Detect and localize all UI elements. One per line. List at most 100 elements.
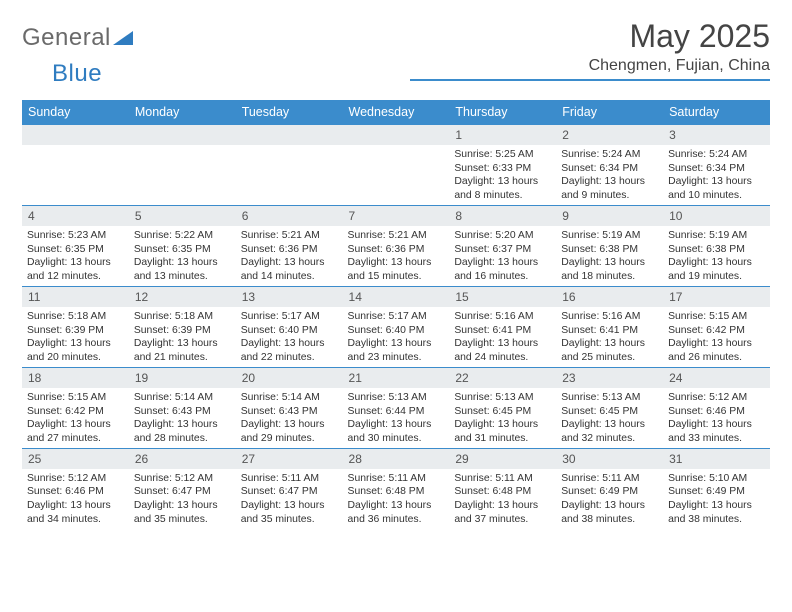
day-info: Sunrise: 5:12 AMSunset: 6:46 PMDaylight:… <box>663 388 770 448</box>
day-cell: 1Sunrise: 5:25 AMSunset: 6:33 PMDaylight… <box>449 124 556 205</box>
day-info: Sunrise: 5:24 AMSunset: 6:34 PMDaylight:… <box>663 145 770 205</box>
day-number <box>22 125 129 145</box>
day-cell <box>236 124 343 205</box>
day-info: Sunrise: 5:21 AMSunset: 6:36 PMDaylight:… <box>236 226 343 286</box>
title-block: May 2025 Chengmen, Fujian, China <box>410 18 770 81</box>
day-number: 2 <box>556 125 663 145</box>
day-number: 28 <box>343 449 450 469</box>
day-cell <box>22 124 129 205</box>
logo-text: GeneralBlue <box>22 24 133 88</box>
day-info: Sunrise: 5:10 AMSunset: 6:49 PMDaylight:… <box>663 469 770 529</box>
day-cell: 20Sunrise: 5:14 AMSunset: 6:43 PMDayligh… <box>236 367 343 448</box>
header: GeneralBlue May 2025 Chengmen, Fujian, C… <box>22 18 770 88</box>
day-info: Sunrise: 5:18 AMSunset: 6:39 PMDaylight:… <box>129 307 236 367</box>
day-info: Sunrise: 5:22 AMSunset: 6:35 PMDaylight:… <box>129 226 236 286</box>
day-cell: 4Sunrise: 5:23 AMSunset: 6:35 PMDaylight… <box>22 205 129 286</box>
day-number: 22 <box>449 368 556 388</box>
week-row: 25Sunrise: 5:12 AMSunset: 6:46 PMDayligh… <box>22 448 770 529</box>
day-number: 1 <box>449 125 556 145</box>
day-cell: 8Sunrise: 5:20 AMSunset: 6:37 PMDaylight… <box>449 205 556 286</box>
day-info: Sunrise: 5:15 AMSunset: 6:42 PMDaylight:… <box>663 307 770 367</box>
day-info: Sunrise: 5:13 AMSunset: 6:44 PMDaylight:… <box>343 388 450 448</box>
day-info: Sunrise: 5:11 AMSunset: 6:49 PMDaylight:… <box>556 469 663 529</box>
day-cell: 3Sunrise: 5:24 AMSunset: 6:34 PMDaylight… <box>663 124 770 205</box>
day-info: Sunrise: 5:19 AMSunset: 6:38 PMDaylight:… <box>556 226 663 286</box>
day-cell: 14Sunrise: 5:17 AMSunset: 6:40 PMDayligh… <box>343 286 450 367</box>
day-cell: 16Sunrise: 5:16 AMSunset: 6:41 PMDayligh… <box>556 286 663 367</box>
day-cell: 6Sunrise: 5:21 AMSunset: 6:36 PMDaylight… <box>236 205 343 286</box>
day-number <box>343 125 450 145</box>
week-row: 4Sunrise: 5:23 AMSunset: 6:35 PMDaylight… <box>22 205 770 286</box>
day-number <box>129 125 236 145</box>
day-cell: 22Sunrise: 5:13 AMSunset: 6:45 PMDayligh… <box>449 367 556 448</box>
day-cell: 18Sunrise: 5:15 AMSunset: 6:42 PMDayligh… <box>22 367 129 448</box>
day-number: 25 <box>22 449 129 469</box>
day-cell: 21Sunrise: 5:13 AMSunset: 6:44 PMDayligh… <box>343 367 450 448</box>
day-number: 24 <box>663 368 770 388</box>
day-number: 27 <box>236 449 343 469</box>
day-info: Sunrise: 5:14 AMSunset: 6:43 PMDaylight:… <box>129 388 236 448</box>
day-cell: 13Sunrise: 5:17 AMSunset: 6:40 PMDayligh… <box>236 286 343 367</box>
location: Chengmen, Fujian, China <box>410 57 770 81</box>
day-number <box>236 125 343 145</box>
day-cell: 12Sunrise: 5:18 AMSunset: 6:39 PMDayligh… <box>129 286 236 367</box>
logo-triangle-icon <box>113 24 133 52</box>
day-number: 11 <box>22 287 129 307</box>
day-number: 21 <box>343 368 450 388</box>
day-number: 13 <box>236 287 343 307</box>
day-info: Sunrise: 5:18 AMSunset: 6:39 PMDaylight:… <box>22 307 129 367</box>
day-number: 7 <box>343 206 450 226</box>
day-cell: 5Sunrise: 5:22 AMSunset: 6:35 PMDaylight… <box>129 205 236 286</box>
day-number: 3 <box>663 125 770 145</box>
day-cell: 23Sunrise: 5:13 AMSunset: 6:45 PMDayligh… <box>556 367 663 448</box>
day-info: Sunrise: 5:14 AMSunset: 6:43 PMDaylight:… <box>236 388 343 448</box>
day-cell: 2Sunrise: 5:24 AMSunset: 6:34 PMDaylight… <box>556 124 663 205</box>
day-cell: 7Sunrise: 5:21 AMSunset: 6:36 PMDaylight… <box>343 205 450 286</box>
logo: GeneralBlue <box>22 24 133 88</box>
day-cell: 30Sunrise: 5:11 AMSunset: 6:49 PMDayligh… <box>556 448 663 529</box>
weekday-header: Sunday <box>22 100 129 124</box>
day-cell <box>343 124 450 205</box>
day-cell: 11Sunrise: 5:18 AMSunset: 6:39 PMDayligh… <box>22 286 129 367</box>
weekday-header: Wednesday <box>343 100 450 124</box>
calendar-table: Sunday Monday Tuesday Wednesday Thursday… <box>22 100 770 529</box>
day-number: 9 <box>556 206 663 226</box>
day-info: Sunrise: 5:13 AMSunset: 6:45 PMDaylight:… <box>449 388 556 448</box>
day-info: Sunrise: 5:11 AMSunset: 6:47 PMDaylight:… <box>236 469 343 529</box>
day-cell: 24Sunrise: 5:12 AMSunset: 6:46 PMDayligh… <box>663 367 770 448</box>
day-number: 31 <box>663 449 770 469</box>
day-number: 5 <box>129 206 236 226</box>
day-info: Sunrise: 5:24 AMSunset: 6:34 PMDaylight:… <box>556 145 663 205</box>
day-info: Sunrise: 5:13 AMSunset: 6:45 PMDaylight:… <box>556 388 663 448</box>
day-info: Sunrise: 5:25 AMSunset: 6:33 PMDaylight:… <box>449 145 556 205</box>
week-row: 1Sunrise: 5:25 AMSunset: 6:33 PMDaylight… <box>22 124 770 205</box>
day-info: Sunrise: 5:12 AMSunset: 6:47 PMDaylight:… <box>129 469 236 529</box>
day-cell: 19Sunrise: 5:14 AMSunset: 6:43 PMDayligh… <box>129 367 236 448</box>
day-cell: 25Sunrise: 5:12 AMSunset: 6:46 PMDayligh… <box>22 448 129 529</box>
day-info: Sunrise: 5:17 AMSunset: 6:40 PMDaylight:… <box>343 307 450 367</box>
weekday-header: Thursday <box>449 100 556 124</box>
day-info: Sunrise: 5:16 AMSunset: 6:41 PMDaylight:… <box>449 307 556 367</box>
week-row: 11Sunrise: 5:18 AMSunset: 6:39 PMDayligh… <box>22 286 770 367</box>
day-cell: 15Sunrise: 5:16 AMSunset: 6:41 PMDayligh… <box>449 286 556 367</box>
day-number: 10 <box>663 206 770 226</box>
week-row: 18Sunrise: 5:15 AMSunset: 6:42 PMDayligh… <box>22 367 770 448</box>
day-info: Sunrise: 5:21 AMSunset: 6:36 PMDaylight:… <box>343 226 450 286</box>
weekday-header: Saturday <box>663 100 770 124</box>
day-number: 20 <box>236 368 343 388</box>
day-info: Sunrise: 5:11 AMSunset: 6:48 PMDaylight:… <box>449 469 556 529</box>
day-info: Sunrise: 5:11 AMSunset: 6:48 PMDaylight:… <box>343 469 450 529</box>
day-cell: 17Sunrise: 5:15 AMSunset: 6:42 PMDayligh… <box>663 286 770 367</box>
weekday-header-row: Sunday Monday Tuesday Wednesday Thursday… <box>22 100 770 124</box>
day-info: Sunrise: 5:17 AMSunset: 6:40 PMDaylight:… <box>236 307 343 367</box>
day-number: 19 <box>129 368 236 388</box>
day-number: 30 <box>556 449 663 469</box>
day-info: Sunrise: 5:20 AMSunset: 6:37 PMDaylight:… <box>449 226 556 286</box>
day-info: Sunrise: 5:16 AMSunset: 6:41 PMDaylight:… <box>556 307 663 367</box>
day-cell: 29Sunrise: 5:11 AMSunset: 6:48 PMDayligh… <box>449 448 556 529</box>
day-info: Sunrise: 5:15 AMSunset: 6:42 PMDaylight:… <box>22 388 129 448</box>
page-title: May 2025 <box>410 18 770 55</box>
day-number: 26 <box>129 449 236 469</box>
day-info: Sunrise: 5:19 AMSunset: 6:38 PMDaylight:… <box>663 226 770 286</box>
day-number: 17 <box>663 287 770 307</box>
